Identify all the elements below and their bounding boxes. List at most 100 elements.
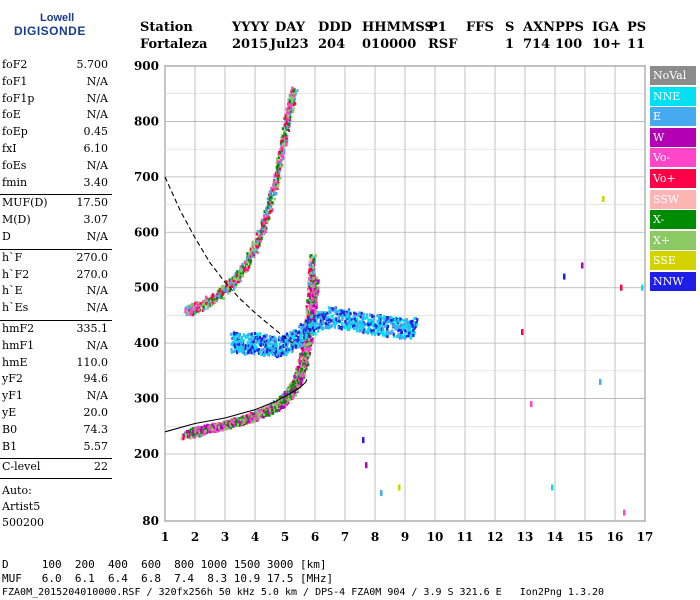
echo-point <box>288 398 291 401</box>
echo-point <box>293 335 296 338</box>
echo-point <box>383 322 386 326</box>
echo-point <box>315 303 318 307</box>
echo-point <box>303 371 307 375</box>
echo-point <box>256 251 259 255</box>
echo-point <box>238 334 241 338</box>
echo-point <box>377 314 380 318</box>
echo-point <box>236 423 239 427</box>
echo-point <box>309 325 312 328</box>
echo-point <box>253 349 256 353</box>
param-value: N/A <box>86 389 108 403</box>
param-name: h`F <box>2 250 23 264</box>
echo-point <box>312 331 315 335</box>
echo-point <box>279 143 282 147</box>
param-name: B1 <box>2 439 18 453</box>
echo-point <box>309 330 313 334</box>
echo-point <box>364 330 367 334</box>
echo-point <box>298 361 302 365</box>
echo-point <box>305 363 308 367</box>
echo-point <box>276 165 279 168</box>
echo-point <box>340 327 343 331</box>
echo-point <box>195 429 198 433</box>
echo-point <box>294 102 297 106</box>
echo-point <box>263 215 266 219</box>
echo-point <box>295 334 298 338</box>
echo-point <box>278 405 281 408</box>
echo-point <box>212 428 215 432</box>
echo-point <box>307 363 310 367</box>
echo-point <box>293 337 296 341</box>
echo-point <box>379 328 382 332</box>
echo-point <box>358 325 362 329</box>
echo-point <box>266 205 270 209</box>
echo-point <box>289 108 292 112</box>
echo-point <box>301 364 304 368</box>
echo-point <box>327 315 330 319</box>
echo-point <box>263 340 266 344</box>
echo-point <box>306 328 309 332</box>
echo-point <box>599 378 602 385</box>
echo-point <box>305 345 308 349</box>
param-value: N/A <box>86 74 108 88</box>
echo-point <box>317 329 320 333</box>
echo-point <box>245 270 248 274</box>
echo-point <box>260 352 263 356</box>
echo-point <box>283 123 286 127</box>
echo-point <box>401 335 404 339</box>
echo-point <box>299 323 302 327</box>
echo-point <box>277 156 280 160</box>
echo-point <box>274 405 277 409</box>
echo-point <box>184 432 187 436</box>
echo-point <box>368 325 371 329</box>
echo-point <box>304 357 307 361</box>
echo-point <box>290 382 293 386</box>
echo-point <box>246 260 249 264</box>
param-name: yE <box>2 406 17 419</box>
echo-point <box>225 420 229 424</box>
echo-point <box>369 323 372 326</box>
echo-point <box>282 337 285 341</box>
echo-point <box>338 309 341 312</box>
echo-point <box>235 340 238 344</box>
echo-point <box>315 282 318 286</box>
echo-point <box>275 346 278 350</box>
param-value: 20.0 <box>83 406 109 419</box>
echo-point <box>312 273 315 277</box>
echo-point <box>268 202 271 206</box>
echo-point <box>407 325 410 329</box>
echo-point <box>405 318 408 321</box>
echo-point <box>187 304 190 308</box>
echo-point <box>299 342 302 346</box>
echo-point <box>292 394 295 398</box>
echo-point <box>300 326 303 330</box>
echo-point <box>264 333 267 337</box>
echo-point <box>236 331 239 335</box>
legend-item-nne: NNE <box>650 86 696 106</box>
echo-point <box>254 243 257 247</box>
echo-point <box>287 350 290 354</box>
echo-point <box>365 322 368 326</box>
echo-point <box>257 237 260 241</box>
echo-point <box>289 112 292 116</box>
echo-point <box>256 337 259 341</box>
echo-point <box>272 344 275 348</box>
echo-point <box>232 276 236 280</box>
echo-point <box>279 154 282 158</box>
echo-point <box>295 345 299 349</box>
echo-point <box>231 422 234 426</box>
series-multi-hop-trace <box>184 86 299 317</box>
echo-point <box>314 308 317 312</box>
param-separator <box>0 458 112 460</box>
echo-point <box>280 136 283 140</box>
echo-point <box>258 341 261 345</box>
echo-point <box>348 321 351 325</box>
echo-point <box>313 309 316 313</box>
header-value-4: 010000 <box>362 37 417 52</box>
param-name: foF2 <box>2 58 28 71</box>
echo-point <box>213 300 216 304</box>
echo-point <box>275 192 278 195</box>
echo-point <box>190 307 193 311</box>
echo-point <box>287 129 291 132</box>
echo-point <box>367 328 370 331</box>
echo-point <box>276 408 279 412</box>
